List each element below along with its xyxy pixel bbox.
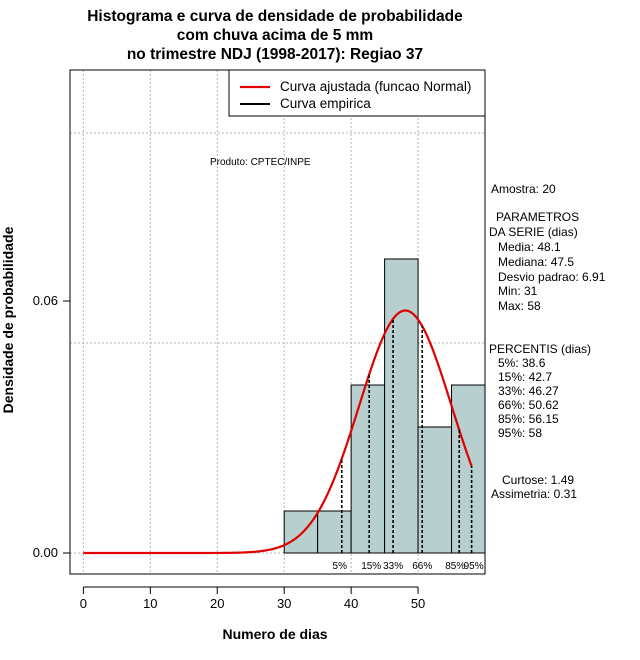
y-tick-label-0: 0.00 (33, 545, 58, 560)
stats-median: Mediana: 47.5 (498, 255, 574, 269)
histogram-bar-2 (350, 384, 386, 554)
stats-percentiles-heading: PERCENTIS (dias) (489, 342, 591, 356)
normal-fit-curve (83, 309, 473, 555)
legend-label-empirical: Curva empirica (280, 96, 371, 111)
x-tick-label-4: 40 (344, 596, 358, 611)
histogram-bar-4 (417, 426, 453, 554)
legend-box (228, 69, 486, 117)
stats-p5: 5%: 38.6 (498, 356, 546, 370)
chart-title-line-2: com chuva acima de 5 mm (177, 27, 373, 44)
stats-p33: 33%: 46.27 (498, 384, 559, 398)
x-axis-label: Numero de dias (222, 626, 327, 642)
stats-skewness: Assimetria: 0.31 (491, 487, 577, 501)
histogram-bar-3 (384, 258, 419, 554)
stats-sample: Amostra: 20 (491, 182, 556, 196)
percentile-label-0: 5% (333, 561, 348, 572)
stats-min: Min: 31 (498, 284, 538, 298)
percentile-label-5: 95% (464, 561, 484, 572)
density-curve-layer (83, 309, 473, 555)
stats-p95: 95%: 58 (498, 426, 542, 440)
histogram-bar-1 (317, 510, 352, 554)
histogram-bar-0 (283, 510, 319, 554)
histogram-bars (283, 258, 486, 554)
chart-title-line-1: Histograma e curva de densidade de proba… (87, 8, 463, 25)
x-tick-label-3: 30 (277, 596, 291, 611)
stats-panel: Amostra: 20 PARAMETROS DA SERIE (dias) M… (489, 182, 606, 501)
stats-p15: 15%: 42.7 (498, 370, 552, 384)
stats-p66: 66%: 50.62 (498, 398, 559, 412)
percentile-label-2: 33% (383, 561, 403, 572)
percentile-markers: 5% 15% 33% 66% 85%95% (333, 318, 484, 572)
x-tick-label-2: 20 (210, 596, 224, 611)
stats-kurtosis: Curtose: 1.49 (502, 473, 574, 487)
legend-label-fit: Curva ajustada (funcao Normal) (280, 79, 471, 94)
y-tick-label-1: 0.06 (33, 293, 58, 308)
axes: 0 10 20 30 40 50 0.00 0.06 (33, 293, 426, 611)
stats-params-subheading: DA SERIE (dias) (489, 225, 578, 239)
x-tick-label-1: 10 (143, 596, 157, 611)
chart-title-line-3: no trimestre NDJ (1998-2017): Regiao 37 (127, 46, 423, 63)
histogram-bar-5 (451, 384, 486, 554)
y-axis-label: Densidade de probabilidade (0, 226, 16, 413)
product-label: Produto: CPTEC/INPE (210, 157, 311, 168)
percentile-label-1: 15% (361, 561, 381, 572)
legend: Curva ajustada (funcao Normal) Curva emp… (228, 69, 486, 117)
stats-params-heading: PARAMETROS (496, 210, 579, 224)
x-tick-label-5: 50 (411, 596, 425, 611)
stats-max: Max: 58 (498, 299, 541, 313)
stats-sd: Desvio padrao: 6.91 (498, 270, 606, 284)
stats-mean: Media: 48.1 (498, 240, 561, 254)
percentile-label-4: 85% (445, 561, 465, 572)
x-tick-label-0: 0 (80, 596, 87, 611)
percentile-label-3: 66% (412, 561, 432, 572)
stats-p85: 85%: 56.15 (498, 412, 559, 426)
